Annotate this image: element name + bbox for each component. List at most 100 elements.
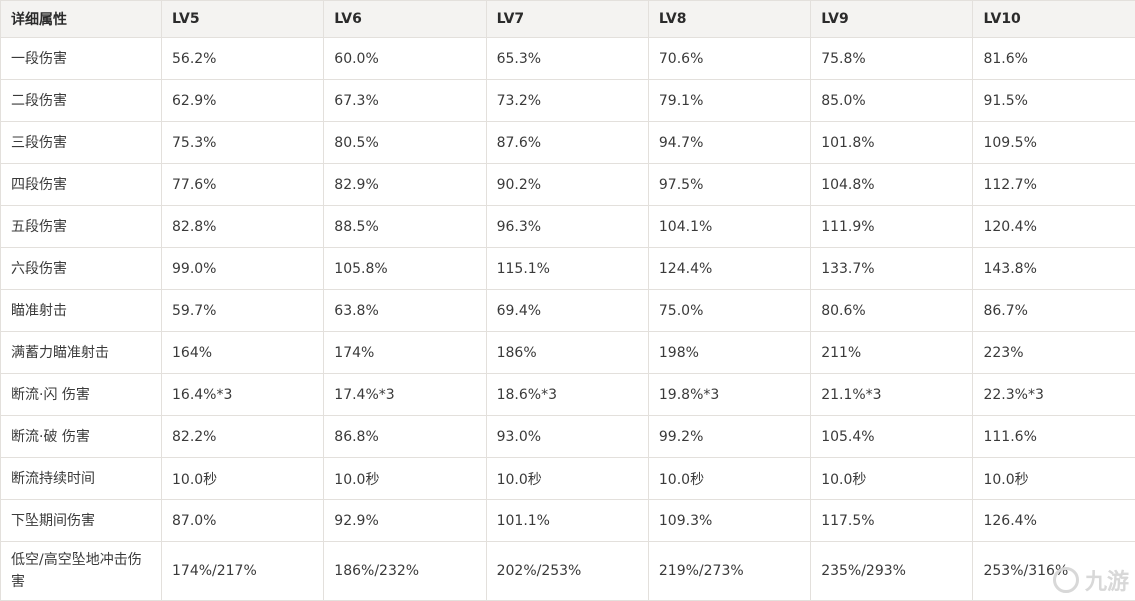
- table-cell: 112.7%: [973, 164, 1135, 206]
- table-cell: 21.1%*3: [811, 374, 973, 416]
- table-cell: 18.6%*3: [486, 374, 648, 416]
- table-cell: 87.0%: [162, 500, 324, 542]
- row-label: 四段伤害: [1, 164, 162, 206]
- header-lv8: LV8: [648, 1, 810, 38]
- table-header-row: 详细属性 LV5 LV6 LV7 LV8 LV9 LV10: [1, 1, 1135, 38]
- table-cell: 10.0秒: [973, 458, 1135, 500]
- table-cell: 109.3%: [648, 500, 810, 542]
- row-label: 断流·破 伤害: [1, 416, 162, 458]
- table-cell: 90.2%: [486, 164, 648, 206]
- table-cell: 164%: [162, 332, 324, 374]
- table-cell: 109.5%: [973, 122, 1135, 164]
- row-label: 满蓄力瞄准射击: [1, 332, 162, 374]
- table-cell: 186%: [486, 332, 648, 374]
- table-cell: 85.0%: [811, 80, 973, 122]
- table-row: 一段伤害 56.2% 60.0% 65.3% 70.6% 75.8% 81.6%: [1, 38, 1135, 80]
- table-cell: 105.4%: [811, 416, 973, 458]
- table-cell: 211%: [811, 332, 973, 374]
- table-cell: 19.8%*3: [648, 374, 810, 416]
- row-label: 六段伤害: [1, 248, 162, 290]
- table-cell: 62.9%: [162, 80, 324, 122]
- table-cell: 174%: [324, 332, 486, 374]
- header-lv7: LV7: [486, 1, 648, 38]
- table-cell: 73.2%: [486, 80, 648, 122]
- table-cell: 80.6%: [811, 290, 973, 332]
- table-row: 六段伤害 99.0% 105.8% 115.1% 124.4% 133.7% 1…: [1, 248, 1135, 290]
- table-cell: 75.8%: [811, 38, 973, 80]
- table-cell: 69.4%: [486, 290, 648, 332]
- row-label: 五段伤害: [1, 206, 162, 248]
- table-cell: 10.0秒: [648, 458, 810, 500]
- table-cell: 22.3%*3: [973, 374, 1135, 416]
- table-cell: 202%/253%: [486, 542, 648, 601]
- table-row: 断流·破 伤害 82.2% 86.8% 93.0% 99.2% 105.4% 1…: [1, 416, 1135, 458]
- table-cell: 77.6%: [162, 164, 324, 206]
- row-label: 二段伤害: [1, 80, 162, 122]
- table-row: 瞄准射击 59.7% 63.8% 69.4% 75.0% 80.6% 86.7%: [1, 290, 1135, 332]
- table-cell: 10.0秒: [324, 458, 486, 500]
- table-cell: 133.7%: [811, 248, 973, 290]
- table-cell: 101.8%: [811, 122, 973, 164]
- table-row: 三段伤害 75.3% 80.5% 87.6% 94.7% 101.8% 109.…: [1, 122, 1135, 164]
- table-cell: 86.8%: [324, 416, 486, 458]
- table-cell: 120.4%: [973, 206, 1135, 248]
- row-label: 三段伤害: [1, 122, 162, 164]
- table-row: 四段伤害 77.6% 82.9% 90.2% 97.5% 104.8% 112.…: [1, 164, 1135, 206]
- row-label: 一段伤害: [1, 38, 162, 80]
- table-cell: 115.1%: [486, 248, 648, 290]
- table-cell: 75.0%: [648, 290, 810, 332]
- table-cell: 111.6%: [973, 416, 1135, 458]
- table-cell: 253%/316%: [973, 542, 1135, 601]
- table-cell: 104.8%: [811, 164, 973, 206]
- header-lv5: LV5: [162, 1, 324, 38]
- table-row: 断流·闪 伤害 16.4%*3 17.4%*3 18.6%*3 19.8%*3 …: [1, 374, 1135, 416]
- table-cell: 17.4%*3: [324, 374, 486, 416]
- row-label: 低空/高空坠地冲击伤害: [1, 542, 162, 601]
- table-row: 低空/高空坠地冲击伤害 174%/217% 186%/232% 202%/253…: [1, 542, 1135, 601]
- table-cell: 126.4%: [973, 500, 1135, 542]
- table-cell: 101.1%: [486, 500, 648, 542]
- table-cell: 186%/232%: [324, 542, 486, 601]
- table-cell: 82.9%: [324, 164, 486, 206]
- table-cell: 59.7%: [162, 290, 324, 332]
- table-cell: 235%/293%: [811, 542, 973, 601]
- table-cell: 117.5%: [811, 500, 973, 542]
- table-cell: 81.6%: [973, 38, 1135, 80]
- table-cell: 91.5%: [973, 80, 1135, 122]
- table-cell: 86.7%: [973, 290, 1135, 332]
- table-cell: 63.8%: [324, 290, 486, 332]
- table-cell: 82.2%: [162, 416, 324, 458]
- table-cell: 96.3%: [486, 206, 648, 248]
- table-cell: 79.1%: [648, 80, 810, 122]
- table-row: 二段伤害 62.9% 67.3% 73.2% 79.1% 85.0% 91.5%: [1, 80, 1135, 122]
- table-cell: 104.1%: [648, 206, 810, 248]
- table-cell: 105.8%: [324, 248, 486, 290]
- table-row: 下坠期间伤害 87.0% 92.9% 101.1% 109.3% 117.5% …: [1, 500, 1135, 542]
- table-cell: 97.5%: [648, 164, 810, 206]
- table-cell: 75.3%: [162, 122, 324, 164]
- table-cell: 94.7%: [648, 122, 810, 164]
- header-lv6: LV6: [324, 1, 486, 38]
- table-cell: 82.8%: [162, 206, 324, 248]
- table-cell: 198%: [648, 332, 810, 374]
- table-cell: 67.3%: [324, 80, 486, 122]
- table-cell: 60.0%: [324, 38, 486, 80]
- row-label: 下坠期间伤害: [1, 500, 162, 542]
- table-cell: 70.6%: [648, 38, 810, 80]
- table-cell: 124.4%: [648, 248, 810, 290]
- table-row: 五段伤害 82.8% 88.5% 96.3% 104.1% 111.9% 120…: [1, 206, 1135, 248]
- table-cell: 99.0%: [162, 248, 324, 290]
- table-cell: 10.0秒: [486, 458, 648, 500]
- table-row: 断流持续时间 10.0秒 10.0秒 10.0秒 10.0秒 10.0秒 10.…: [1, 458, 1135, 500]
- table-cell: 99.2%: [648, 416, 810, 458]
- header-lv10: LV10: [973, 1, 1135, 38]
- table-cell: 223%: [973, 332, 1135, 374]
- header-attribute: 详细属性: [1, 1, 162, 38]
- table-cell: 88.5%: [324, 206, 486, 248]
- table-cell: 143.8%: [973, 248, 1135, 290]
- table-cell: 10.0秒: [162, 458, 324, 500]
- table-cell: 16.4%*3: [162, 374, 324, 416]
- table-cell: 219%/273%: [648, 542, 810, 601]
- table-cell: 56.2%: [162, 38, 324, 80]
